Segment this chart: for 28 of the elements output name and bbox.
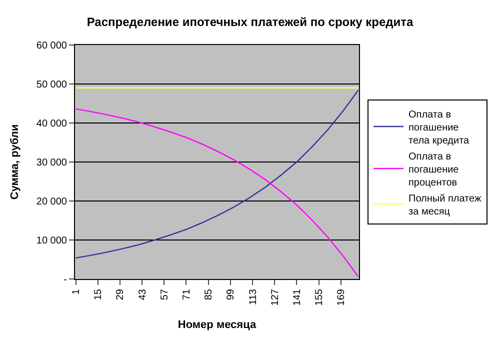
x-tick-label: 169 bbox=[336, 288, 348, 306]
chart-title: Распределение ипотечных платежей по сроку кредита bbox=[86, 14, 414, 29]
line-series bbox=[75, 90, 359, 259]
y-tick-label: 10 000 bbox=[36, 236, 68, 246]
x-tick-label: 43 bbox=[137, 288, 148, 300]
x-tick-label: 113 bbox=[248, 288, 259, 305]
y-tick-label: 20 000 bbox=[36, 196, 68, 208]
y-tick-label: 40 000 bbox=[36, 118, 68, 130]
y-tick-label: - bbox=[64, 274, 67, 286]
x-axis-title: Номер месяца bbox=[178, 318, 257, 331]
y-tick-label: 50 000 bbox=[36, 80, 68, 90]
line-series bbox=[75, 108, 359, 278]
x-tick-label: 155 bbox=[314, 288, 326, 306]
y-axis-title: Сумма, рубли bbox=[9, 124, 22, 200]
x-tick-label: 99 bbox=[226, 288, 237, 300]
y-tick-label: 30 000 bbox=[36, 158, 68, 168]
x-tick-label: 57 bbox=[159, 288, 170, 300]
x-tick-label: 15 bbox=[93, 288, 104, 300]
legend-label: Оплата в погашение тела кредита bbox=[408, 109, 470, 146]
x-tick-label: 85 bbox=[204, 288, 215, 300]
legend-label: Полный платеж за месяц bbox=[408, 193, 482, 218]
x-tick-label: 1 bbox=[71, 288, 82, 295]
x-tick-label: 127 bbox=[270, 288, 281, 306]
x-tick-label: 29 bbox=[115, 288, 126, 300]
legend-label: Оплата в погашение процентов bbox=[408, 151, 460, 188]
y-tick-label: 60 000 bbox=[36, 40, 68, 52]
x-tick-label: 141 bbox=[292, 288, 303, 306]
x-tick-label: 71 bbox=[181, 288, 192, 300]
